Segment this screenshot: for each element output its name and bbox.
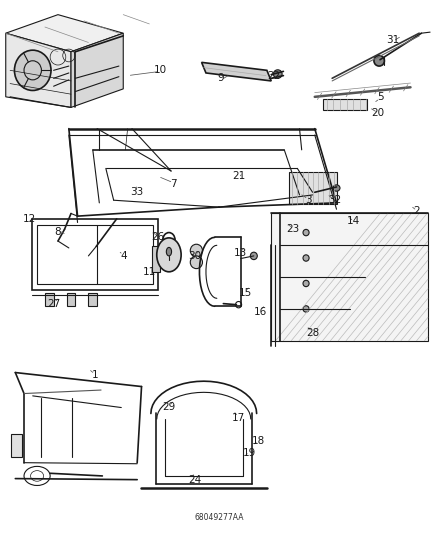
Text: 27: 27 <box>47 298 60 309</box>
Ellipse shape <box>190 256 202 269</box>
Bar <box>67 293 75 306</box>
Text: 29: 29 <box>162 402 176 412</box>
Text: 19: 19 <box>243 448 256 458</box>
Text: 16: 16 <box>254 306 267 317</box>
Ellipse shape <box>157 238 181 272</box>
Bar <box>152 246 160 272</box>
Text: 18: 18 <box>251 437 265 447</box>
Bar <box>32 219 158 290</box>
Text: 3: 3 <box>305 195 311 205</box>
Text: 1: 1 <box>92 370 98 380</box>
Polygon shape <box>6 14 123 52</box>
Text: 32: 32 <box>328 195 341 205</box>
Text: 30: 30 <box>188 251 201 261</box>
Text: 12: 12 <box>23 214 36 224</box>
Ellipse shape <box>303 255 309 261</box>
Bar <box>37 225 153 284</box>
Text: 8: 8 <box>55 227 61 237</box>
Text: 9: 9 <box>218 73 225 83</box>
Ellipse shape <box>166 247 172 256</box>
Text: 7: 7 <box>170 179 177 189</box>
Text: 17: 17 <box>232 413 245 423</box>
Text: 26: 26 <box>152 232 165 243</box>
Text: 24: 24 <box>188 475 201 484</box>
Text: 23: 23 <box>286 224 300 235</box>
Text: 5: 5 <box>377 92 383 102</box>
Text: 31: 31 <box>386 35 400 45</box>
Text: 28: 28 <box>306 328 319 338</box>
Text: 2: 2 <box>414 206 420 216</box>
Ellipse shape <box>14 50 51 91</box>
Ellipse shape <box>303 229 309 236</box>
Text: 33: 33 <box>130 187 143 197</box>
Bar <box>323 100 367 110</box>
Bar <box>88 293 97 306</box>
Ellipse shape <box>303 306 309 312</box>
Bar <box>289 172 336 204</box>
Text: 14: 14 <box>347 216 360 227</box>
Text: 68049277AA: 68049277AA <box>194 513 244 522</box>
Text: 11: 11 <box>143 267 156 277</box>
Text: 10: 10 <box>154 66 167 75</box>
Text: 4: 4 <box>120 251 127 261</box>
Polygon shape <box>201 62 271 81</box>
Ellipse shape <box>303 280 309 287</box>
Ellipse shape <box>251 252 257 260</box>
Text: 21: 21 <box>232 172 245 181</box>
Ellipse shape <box>374 55 385 66</box>
Bar <box>45 293 53 306</box>
Ellipse shape <box>190 244 202 257</box>
Ellipse shape <box>273 70 282 78</box>
Ellipse shape <box>333 185 340 191</box>
Text: 20: 20 <box>371 108 385 118</box>
Text: 22: 22 <box>267 70 280 80</box>
Polygon shape <box>6 33 71 108</box>
Polygon shape <box>71 33 123 108</box>
Bar <box>11 433 22 457</box>
Text: 13: 13 <box>234 248 247 259</box>
Text: 15: 15 <box>238 288 252 298</box>
Bar <box>271 214 428 341</box>
